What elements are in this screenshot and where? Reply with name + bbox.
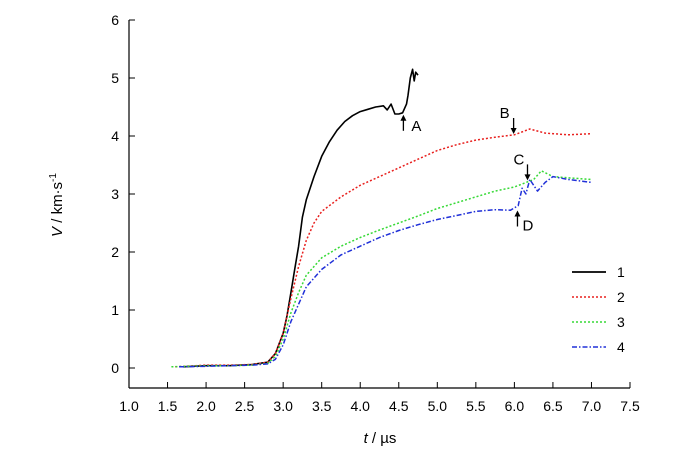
legend: 1 2 3 4 xyxy=(572,264,625,355)
x-tick-label: 5.0 xyxy=(428,398,448,414)
y-tick-label: 1 xyxy=(111,302,119,318)
series-layer xyxy=(171,68,592,368)
x-tick-label: 4.0 xyxy=(350,398,370,414)
y-tick-label: 3 xyxy=(111,186,119,202)
legend-item-3: 3 xyxy=(572,314,625,330)
legend-item-2: 2 xyxy=(572,289,625,305)
annotation-label: D xyxy=(522,218,533,235)
x-tick-label: 5.5 xyxy=(466,398,486,414)
annotation-C: C xyxy=(513,151,531,181)
y-ticks: 0 1 2 3 4 5 6 xyxy=(111,12,135,376)
x-tick-label: 6.0 xyxy=(505,398,525,414)
y-tick-label: 0 xyxy=(111,360,119,376)
annotation-layer: A B C D xyxy=(400,105,533,235)
annotation-label: B xyxy=(500,105,510,122)
series-3-line xyxy=(171,170,592,368)
legend-label: 2 xyxy=(617,289,625,305)
annotation-B: B xyxy=(500,105,517,134)
x-tick-label: 7.0 xyxy=(582,398,602,414)
legend-label: 3 xyxy=(617,314,625,330)
legend-item-4: 4 xyxy=(572,339,625,355)
legend-item-1: 1 xyxy=(572,264,625,280)
x-tick-label: 3.5 xyxy=(312,398,332,414)
annotation-label: A xyxy=(411,118,421,135)
plot-axes xyxy=(128,20,630,389)
legend-label: 1 xyxy=(617,264,625,280)
annotation-D: D xyxy=(514,210,533,235)
x-tick-label: 4.5 xyxy=(389,398,409,414)
y-axis-title: V / km·s-1 xyxy=(48,173,66,237)
series-2-line xyxy=(175,128,592,368)
annotation-label: C xyxy=(513,151,524,168)
x-tick-label: 7.5 xyxy=(620,398,640,414)
annotation-A: A xyxy=(400,114,421,135)
x-tick-label: 2.0 xyxy=(196,398,216,414)
x-tick-label: 1.0 xyxy=(119,398,139,414)
x-tick-label: 1.5 xyxy=(158,398,178,414)
x-axis-title: t / µs xyxy=(364,430,397,447)
x-tick-label: 6.5 xyxy=(543,398,563,414)
x-tick-label: 2.5 xyxy=(235,398,255,414)
series-1-line xyxy=(182,68,419,368)
y-tick-label: 5 xyxy=(111,70,119,86)
legend-label: 4 xyxy=(617,339,625,355)
series-4-line xyxy=(179,175,592,368)
y-tick-label: 2 xyxy=(111,244,119,260)
x-ticks: 1.0 1.5 2.0 2.5 3.0 3.5 4.0 4.5 5.0 5.5 6.0 6.5 7.0 7… xyxy=(119,382,640,414)
y-tick-label: 6 xyxy=(111,12,119,28)
x-tick-label: 3.0 xyxy=(273,398,293,414)
y-tick-label: 4 xyxy=(111,128,119,144)
